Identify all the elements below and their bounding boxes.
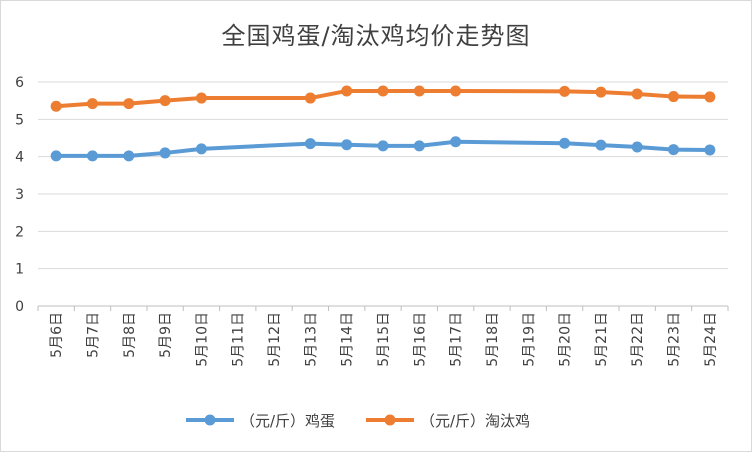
y-axis: 0 1 2 3 4 5 6 — [15, 75, 24, 315]
data-point — [559, 85, 571, 97]
y-tick-label: 2 — [15, 224, 24, 240]
x-tick-label: 5月19日 — [521, 312, 537, 367]
x-tick-label: 5月20日 — [558, 312, 574, 367]
x-tick-label: 5月7日 — [85, 312, 101, 358]
data-point — [50, 100, 62, 112]
data-point — [631, 141, 643, 153]
data-point — [159, 95, 171, 107]
x-axis: 5月6日 5月7日 5月8日 5月9日 5月10日 5月11日 5月12日 5月13日 5月14… — [37, 305, 729, 367]
legend-label: （元/斤）淘汰鸡 — [420, 412, 530, 430]
chart-title: 全国鸡蛋/淘汰鸡均价走势图 — [221, 22, 531, 50]
legend-swatch-marker — [204, 414, 216, 426]
x-tick-label: 5月18日 — [485, 312, 501, 367]
data-point — [413, 140, 425, 152]
data-point — [86, 98, 98, 110]
data-point — [704, 91, 716, 103]
x-tick-label: 5月11日 — [231, 312, 247, 367]
data-point — [86, 150, 98, 162]
data-point — [377, 85, 389, 97]
data-point — [668, 91, 680, 103]
x-tick-label: 5月16日 — [412, 312, 428, 367]
x-tick-label: 5月21日 — [594, 312, 610, 367]
data-point — [123, 150, 135, 162]
legend-label: （元/斤）鸡蛋 — [240, 412, 335, 430]
y-tick-label: 0 — [15, 299, 24, 315]
y-tick-label: 1 — [15, 262, 24, 278]
data-point — [123, 98, 135, 110]
x-tick-label: 5月14日 — [340, 312, 356, 367]
x-tick-label: 5月24日 — [703, 312, 719, 367]
data-point — [195, 143, 207, 155]
x-tick-label: 5月17日 — [449, 312, 465, 367]
data-point — [304, 138, 316, 150]
data-point — [450, 136, 462, 148]
y-tick-label: 5 — [15, 112, 24, 128]
x-tick-label: 5月23日 — [667, 312, 683, 367]
gridlines — [38, 81, 728, 307]
series-layer — [50, 85, 716, 162]
x-tick-label: 5月10日 — [194, 312, 210, 367]
data-point — [704, 144, 716, 156]
data-point — [50, 150, 62, 162]
legend: （元/斤）鸡蛋 （元/斤）淘汰鸡 — [186, 412, 530, 430]
data-point — [341, 139, 353, 151]
x-tick-label: 5月13日 — [303, 312, 319, 367]
y-tick-label: 3 — [15, 187, 24, 203]
data-point — [159, 147, 171, 159]
x-tick-label: 5月12日 — [267, 312, 283, 367]
legend-swatch-marker — [384, 414, 396, 426]
data-point — [304, 92, 316, 104]
x-tick-label: 5月9日 — [158, 312, 174, 358]
data-point — [377, 140, 389, 152]
data-point — [668, 144, 680, 156]
x-tick-label: 5月6日 — [49, 312, 65, 358]
data-point — [450, 85, 462, 97]
x-tick-label: 5月8日 — [122, 312, 138, 358]
data-point — [341, 85, 353, 97]
data-point — [559, 137, 571, 149]
y-tick-label: 4 — [15, 150, 24, 166]
data-point — [595, 86, 607, 98]
data-point — [631, 88, 643, 100]
data-point — [595, 139, 607, 151]
x-tick-label: 5月15日 — [376, 312, 392, 367]
data-point — [413, 85, 425, 97]
data-point — [195, 92, 207, 104]
y-tick-label: 6 — [15, 75, 24, 91]
x-tick-label: 5月22日 — [630, 312, 646, 367]
